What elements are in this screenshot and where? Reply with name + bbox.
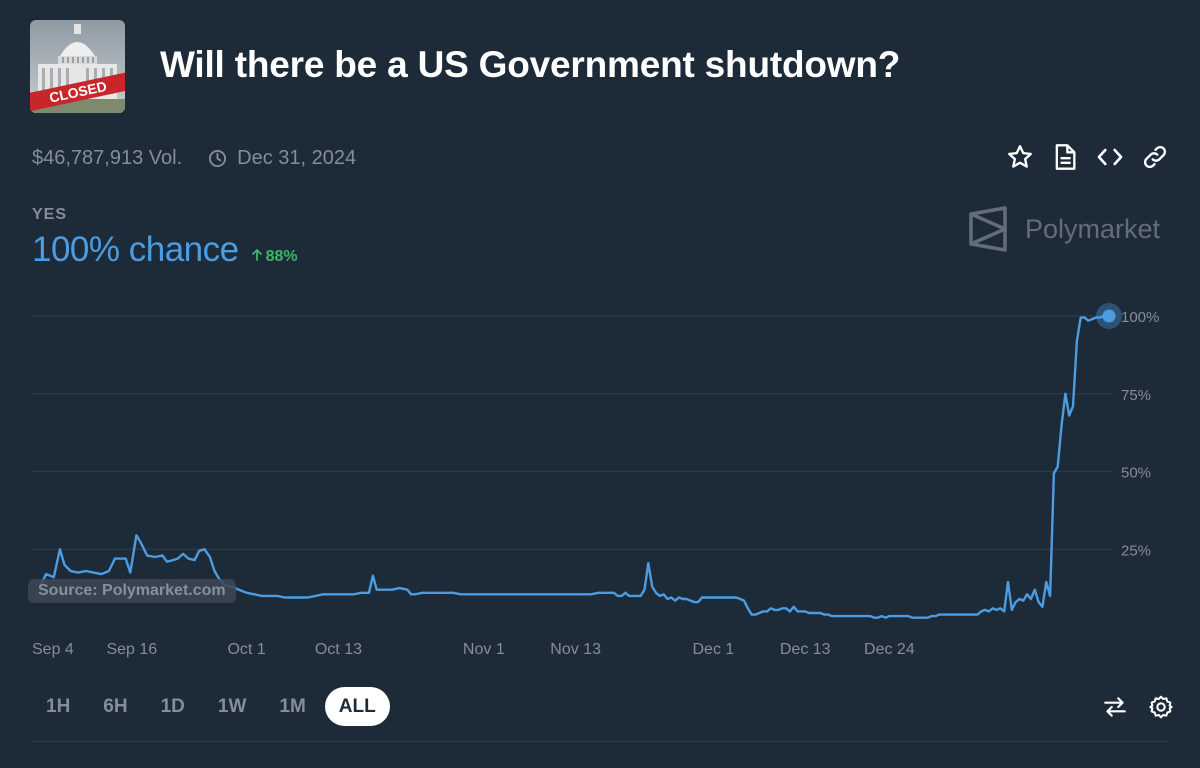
x-tick-label: Dec 1 bbox=[692, 641, 734, 658]
y-tick-label: 75% bbox=[1121, 387, 1151, 404]
polymarket-logo-icon bbox=[969, 206, 1007, 252]
x-tick-label: Oct 13 bbox=[315, 641, 362, 658]
volume-text: $46,787,913 Vol. bbox=[32, 146, 183, 169]
chance-value: 100% chance bbox=[32, 230, 239, 269]
x-tick-label: Dec 24 bbox=[864, 641, 915, 658]
range-6h-button[interactable]: 6H bbox=[103, 695, 128, 717]
embed-button[interactable] bbox=[1093, 141, 1127, 173]
range-1d-button[interactable]: 1D bbox=[160, 695, 185, 717]
rules-button[interactable] bbox=[1048, 141, 1082, 173]
market-actions bbox=[992, 141, 1172, 173]
chart-controls bbox=[1086, 690, 1178, 724]
latest-point bbox=[1102, 309, 1116, 323]
x-tick-label: Oct 1 bbox=[227, 641, 265, 658]
chance-delta-text: 88% bbox=[265, 248, 298, 265]
chance-block: 100% chance 88% bbox=[32, 230, 298, 270]
swap-icon bbox=[1104, 697, 1126, 717]
range-1m-button[interactable]: 1M bbox=[279, 695, 306, 717]
polymarket-watermark: Polymarket bbox=[967, 206, 1160, 252]
document-icon bbox=[1055, 144, 1076, 170]
x-tick-label: Nov 13 bbox=[550, 641, 601, 658]
market-title: Will there be a US Government shutdown? bbox=[160, 44, 901, 85]
y-tick-label: 100% bbox=[1121, 309, 1159, 326]
x-tick-label: Sep 16 bbox=[106, 641, 157, 658]
end-date-text: Dec 31, 2024 bbox=[237, 146, 357, 169]
x-tick-label: Dec 13 bbox=[780, 641, 831, 658]
y-axis: 100% 75% 50% 25% bbox=[1121, 309, 1159, 559]
watchlist-button[interactable] bbox=[1003, 141, 1037, 173]
chart-grid bbox=[32, 315, 1112, 550]
range-1h-button[interactable]: 1H bbox=[46, 695, 71, 717]
x-axis: Sep 4 Sep 16 Oct 1 Oct 13 Nov 1 Nov 13 Dec 1 De… bbox=[32, 641, 915, 658]
source-note: Source: Polymarket.com bbox=[28, 579, 236, 603]
price-chart[interactable]: 100% 75% 50% 25% Sep 4 Sep 16 Oct 1 Oct 13 Nov … bbox=[0, 290, 1200, 670]
copy-link-button[interactable] bbox=[1138, 141, 1172, 173]
star-icon bbox=[1008, 145, 1032, 168]
y-tick-label: 25% bbox=[1121, 542, 1151, 559]
divider bbox=[32, 741, 1170, 742]
end-date: Dec 31, 2024 bbox=[208, 147, 356, 170]
outcome-label: YES bbox=[32, 206, 68, 223]
settings-icon bbox=[1149, 695, 1173, 719]
swap-outcome-button[interactable] bbox=[1098, 690, 1132, 724]
range-1w-button[interactable]: 1W bbox=[217, 695, 247, 717]
x-tick-label: Sep 4 bbox=[32, 641, 74, 658]
x-tick-label: Nov 1 bbox=[463, 641, 505, 658]
chart-settings-button[interactable] bbox=[1144, 690, 1178, 724]
y-tick-label: 50% bbox=[1121, 465, 1151, 482]
yes-price-line bbox=[38, 314, 1111, 619]
market-thumbnail: CLOSED bbox=[30, 20, 125, 113]
market-meta: $46,787,913 Vol. Dec 31, 2024 bbox=[32, 145, 356, 171]
link-icon bbox=[1143, 145, 1167, 169]
clock-icon bbox=[209, 149, 227, 167]
code-icon bbox=[1097, 148, 1123, 166]
brand-name: Polymarket bbox=[1024, 213, 1160, 244]
capitol-closed-image: CLOSED bbox=[30, 20, 125, 113]
chance-delta: 88% bbox=[251, 248, 298, 266]
arrow-up-icon bbox=[251, 249, 262, 261]
range-all-button[interactable]: ALL bbox=[324, 687, 390, 726]
time-range-selector: 1H 6H 1D 1W 1M ALL bbox=[32, 687, 390, 726]
